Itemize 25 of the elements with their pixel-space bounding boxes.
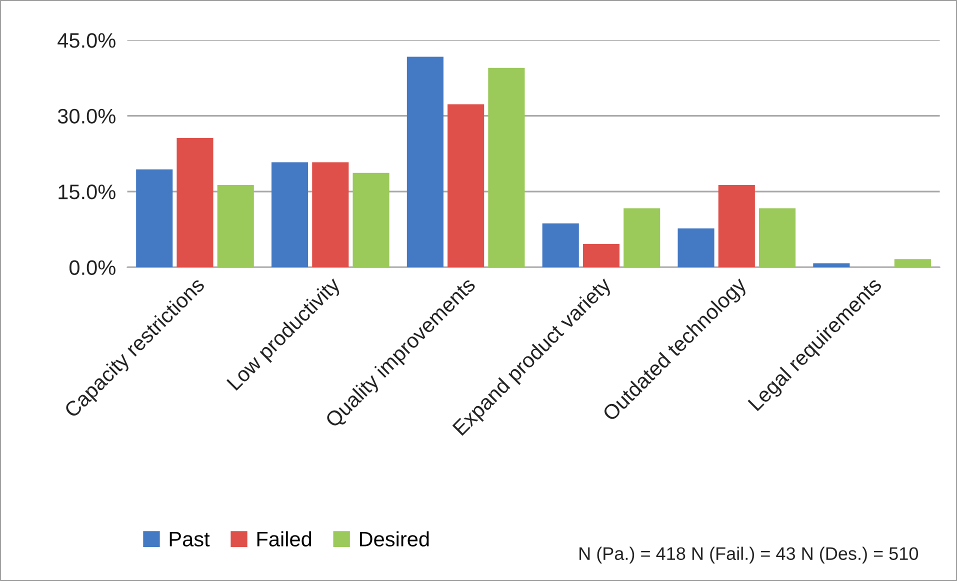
bar (718, 184, 755, 268)
bar (678, 228, 714, 268)
bar (312, 162, 349, 268)
bar (217, 184, 254, 268)
bar (176, 138, 214, 268)
legend-label: Desired (360, 531, 429, 547)
bar (136, 169, 173, 268)
bar (352, 172, 390, 268)
legend-label: Past (170, 532, 210, 547)
bar (758, 208, 796, 268)
bar (624, 208, 660, 268)
bar (582, 244, 620, 268)
bar (272, 162, 308, 268)
y-tick-label: 45.0% (58, 33, 116, 48)
legend-label: Failed (257, 531, 312, 547)
bar (406, 56, 444, 268)
bar (448, 104, 484, 268)
bar (894, 259, 931, 268)
y-tick-label: 30.0% (58, 108, 116, 124)
bar (542, 223, 579, 268)
text: N (Pa.) = 418 N (Fail.) = 43 N (Des.) = 510 (580, 546, 918, 564)
y-tick-label: 15.0% (58, 184, 116, 200)
bar (488, 68, 525, 268)
y-tick-label: 0.0% (70, 260, 116, 276)
bar (813, 263, 850, 268)
